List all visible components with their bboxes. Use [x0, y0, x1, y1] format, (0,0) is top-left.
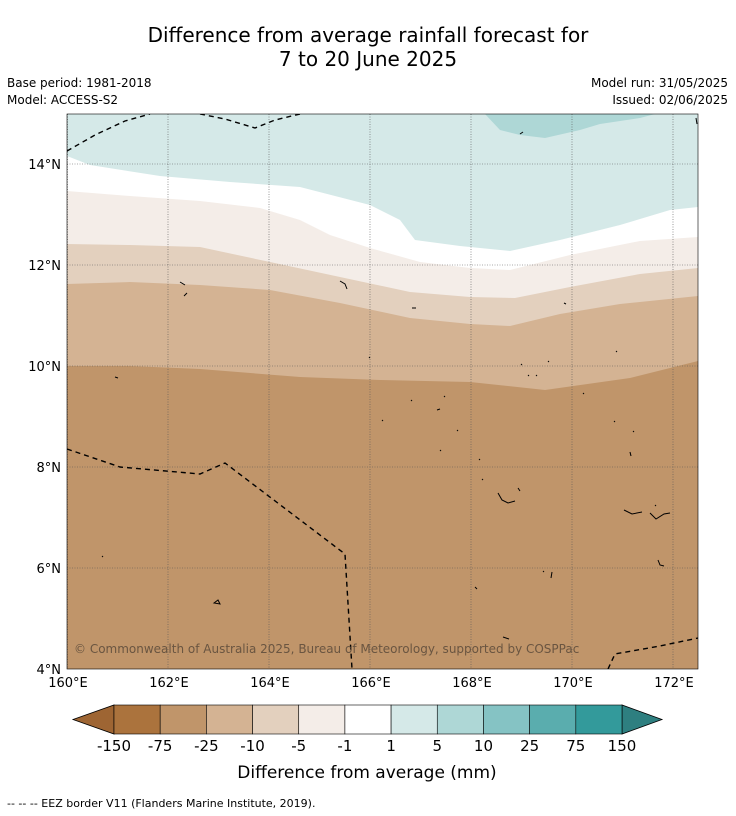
- band-5-to-10: [485, 114, 655, 138]
- model-run: Model run: 31/05/2025: [590, 76, 728, 90]
- lat-label-12: 12°N: [28, 259, 61, 274]
- lon-label-162: 162°E: [149, 676, 189, 691]
- model-name: Model: ACCESS-S2: [7, 93, 119, 107]
- lat-axis-labels: 14°N 12°N 10°N 8°N 6°N 4°N: [28, 158, 61, 678]
- colorbar-tick-label: 1: [386, 737, 396, 755]
- colorbar-tick-label: -150: [97, 737, 131, 755]
- colorbar-segment: [159, 704, 207, 735]
- colorbar-tick-label: -5: [291, 737, 306, 755]
- map-area: © Commonwealth of Australia 2025, Bureau…: [67, 114, 698, 669]
- colorbar-low-extend: [71, 704, 115, 735]
- colorbar-segment: [436, 704, 484, 735]
- colorbar-segment: [344, 704, 392, 735]
- colorbar-segment: [575, 704, 623, 735]
- base-period: Base period: 1981-2018: [7, 76, 152, 90]
- lat-label-10: 10°N: [28, 360, 61, 375]
- graticule: [67, 114, 698, 669]
- title-line-2: 7 to 20 June 2025: [278, 47, 458, 71]
- lon-axis-labels: 160°E 162°E 164°E 166°E 168°E 170°E 172°…: [48, 676, 694, 691]
- colorbar-tick-label: -10: [240, 737, 265, 755]
- band-1-to-5: [67, 114, 698, 251]
- lon-label-160: 160°E: [48, 676, 88, 691]
- colorbar-tick-label: 25: [520, 737, 539, 755]
- colorbar-segment: [298, 704, 346, 735]
- issued-date: Issued: 02/06/2025: [612, 93, 728, 107]
- colorbar-tick-label: 150: [608, 737, 637, 755]
- lon-label-172: 172°E: [654, 676, 694, 691]
- title-line-1: Difference from average rainfall forecas…: [147, 23, 589, 47]
- map-frame: [66, 113, 699, 670]
- colorbar-tick-label: -1: [337, 737, 352, 755]
- lon-label-170: 170°E: [553, 676, 593, 691]
- lat-label-6: 6°N: [37, 562, 62, 577]
- colorbar-tick-label: -75: [148, 737, 173, 755]
- lat-label-8: 8°N: [37, 461, 62, 476]
- copyright-text: © Commonwealth of Australia 2025, Bureau…: [74, 642, 579, 656]
- eez-border-lines: [67, 114, 698, 669]
- lon-label-164: 164°E: [250, 676, 290, 691]
- colorbar-tick-label: 75: [566, 737, 585, 755]
- colorbar: -150 -75 -25 -10 -5 -1 1 5 10 25 75 150: [71, 704, 664, 755]
- colorbar-segment: [529, 704, 577, 735]
- lat-label-4: 4°N: [37, 663, 62, 678]
- colorbar-caption: Difference from average (mm): [237, 763, 496, 783]
- colorbar-tick-label: -25: [194, 737, 219, 755]
- rainfall-map-figure: © Commonwealth of Australia 2025, Bureau…: [28, 113, 699, 783]
- eez-footer-note: -- -- -- EEZ border V11 (Flanders Marine…: [7, 797, 316, 810]
- colorbar-segment: [390, 704, 438, 735]
- colorbar-segment: [483, 704, 530, 735]
- colorbar-tick-label: 10: [474, 737, 493, 755]
- lon-label-166: 166°E: [351, 676, 391, 691]
- colorbar-tick-label: 5: [432, 737, 442, 755]
- colorbar-segment: [252, 704, 300, 735]
- colorbar-segment: [206, 704, 253, 735]
- lat-label-14: 14°N: [28, 158, 61, 173]
- lon-label-168: 168°E: [452, 676, 492, 691]
- colorbar-high-extend: [621, 704, 664, 735]
- islands: [101, 117, 698, 640]
- colorbar-segment: [113, 704, 161, 735]
